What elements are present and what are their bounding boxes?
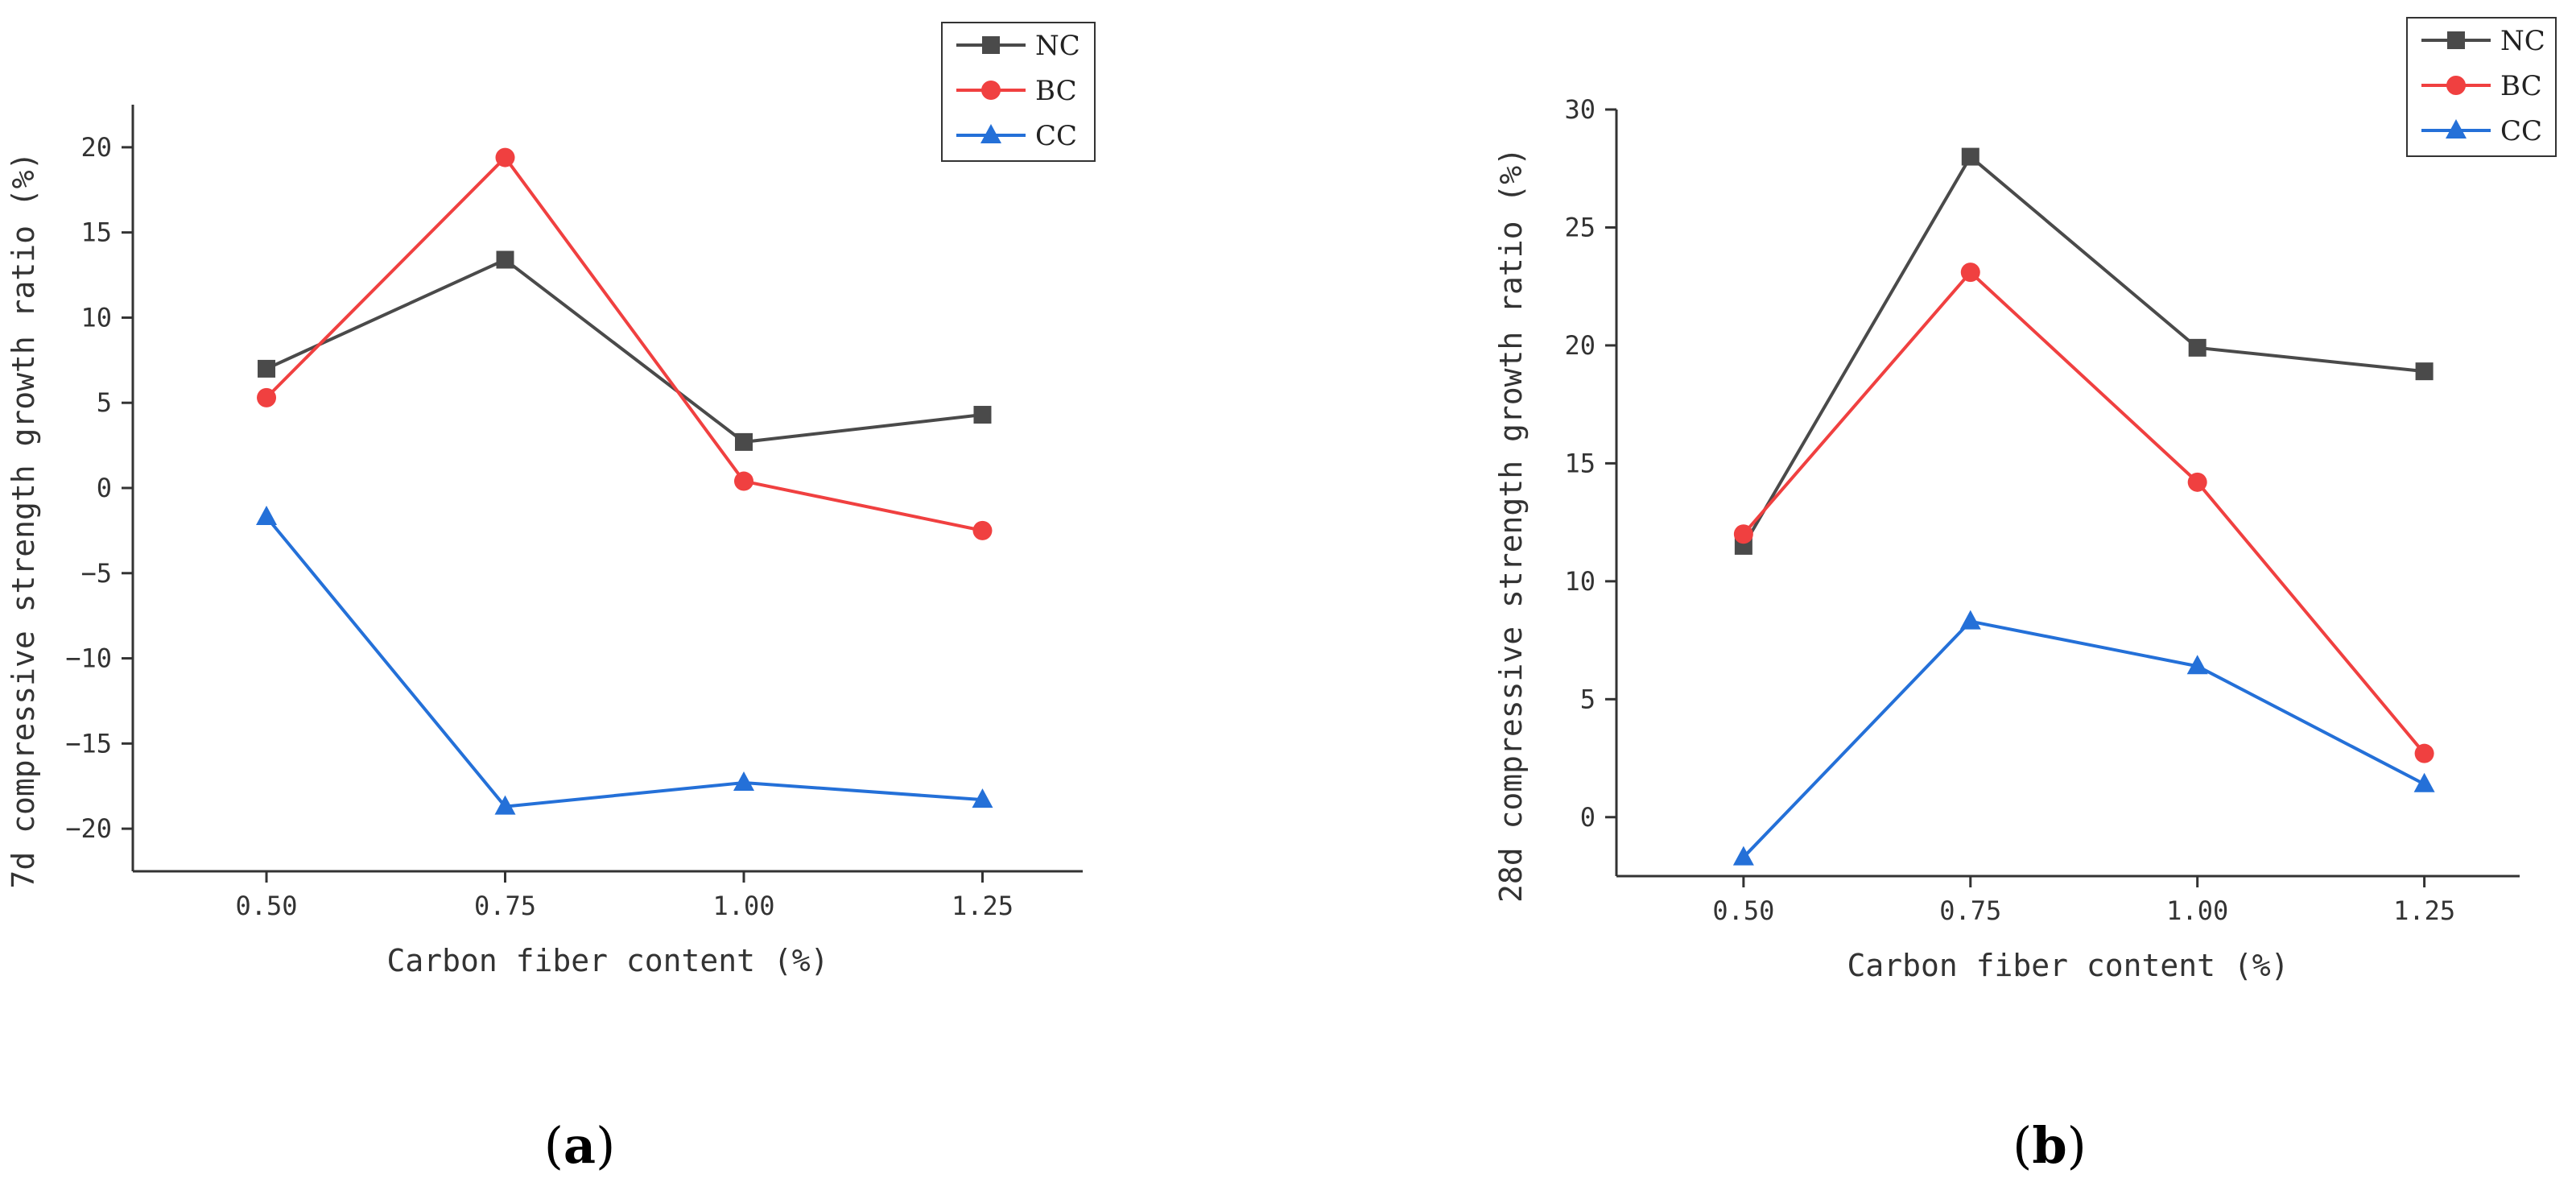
data-point-square	[496, 250, 514, 269]
x-tick-label: 1.00	[712, 891, 774, 921]
series-bc	[1733, 263, 2434, 763]
data-point-square	[2447, 31, 2465, 49]
y-tick-label: 0	[1580, 802, 1596, 833]
series-line-bc	[1742, 270, 2426, 755]
caption-a-close: )	[596, 1116, 615, 1175]
data-point-triangle	[980, 124, 1001, 143]
y-axis-label: 7d compressive strength growth ratio (%)	[6, 151, 41, 888]
legend-label-cc: CC	[1035, 120, 1077, 152]
data-point-circle	[495, 147, 515, 167]
y-tick-label: 5	[1580, 684, 1596, 714]
caption-b-letter: b	[2032, 1116, 2066, 1175]
data-point-triangle	[972, 788, 993, 808]
legend-label-cc: CC	[2500, 115, 2542, 147]
legend-label-bc: BC	[2500, 70, 2542, 102]
data-point-triangle	[2186, 655, 2208, 675]
y-tick-label: 0	[97, 473, 112, 503]
data-point-square	[734, 432, 753, 451]
data-point-circle	[972, 520, 993, 540]
y-tick-label: 20	[80, 132, 112, 163]
series-line-nc	[266, 258, 983, 444]
data-point-circle	[1960, 263, 1980, 283]
data-point-triangle	[494, 795, 516, 815]
x-axis-label: Carbon fiber content (%)	[1847, 948, 2289, 983]
caption-a-letter: a	[564, 1116, 596, 1175]
series-cc	[256, 505, 993, 815]
y-tick-label: 25	[1564, 212, 1596, 242]
y-tick-label: 30	[1564, 94, 1596, 125]
series-cc	[1732, 610, 2435, 866]
y-tick-label: −15	[65, 728, 112, 759]
data-point-circle	[2187, 472, 2207, 492]
legend: NC BC CC	[941, 22, 1096, 162]
data-point-square	[2188, 338, 2207, 357]
series-bc	[257, 147, 993, 540]
y-tick-label: 15	[80, 217, 112, 248]
data-point-circle	[981, 81, 1001, 100]
series-line-bc	[265, 155, 983, 532]
y-tick-label: 10	[80, 302, 112, 333]
data-point-circle	[2446, 76, 2466, 95]
x-tick-label: 1.25	[952, 891, 1013, 921]
data-point-triangle	[1732, 846, 1754, 866]
y-tick-label: −5	[80, 558, 112, 589]
data-point-triangle	[2446, 119, 2467, 139]
x-tick-label: 0.50	[235, 891, 297, 921]
caption-a-open: (	[544, 1116, 564, 1175]
x-tick-label: 0.75	[1939, 895, 2001, 926]
caption-b-close: )	[2067, 1116, 2087, 1175]
legend-label-nc: NC	[2500, 25, 2545, 57]
caption-b-open: (	[2013, 1116, 2032, 1175]
y-tick-label: −20	[65, 813, 112, 844]
legend-label-nc: NC	[1035, 30, 1080, 62]
data-point-triangle	[733, 771, 754, 791]
y-tick-label: 20	[1564, 330, 1596, 361]
data-point-triangle	[1959, 610, 1981, 630]
x-axis-label: Carbon fiber content (%)	[386, 943, 828, 978]
x-tick-label: 0.75	[474, 891, 536, 921]
series-line-cc	[265, 515, 983, 808]
data-point-circle	[257, 387, 277, 407]
data-point-triangle	[256, 505, 278, 525]
caption-b: (b)	[2013, 1116, 2087, 1175]
chart-b: 0 5 10 15 20 25 30 0.50 0.75 1.00 1.25 Carbon fiber…	[1493, 17, 2557, 983]
chart-a: −20 −15 −10 −5 0 5 10 15 20 0.50 0.75 1.00 1.25 Carbo…	[6, 22, 1096, 978]
series-line-cc	[1742, 619, 2425, 858]
y-axis-label: 28d compressive strength growth ratio (%…	[1493, 147, 1529, 903]
caption-a: (a)	[544, 1116, 616, 1175]
x-tick-label: 0.50	[1712, 895, 1774, 926]
y-tick-label: 15	[1564, 448, 1596, 478]
x-tick-label: 1.25	[2393, 895, 2455, 926]
legend: NC BC CC	[2406, 17, 2557, 157]
data-point-square	[973, 406, 992, 424]
data-point-circle	[1733, 524, 1753, 544]
x-tick-label: 1.00	[2166, 895, 2228, 926]
series-line-nc	[1742, 154, 2425, 547]
data-point-square	[2415, 362, 2434, 381]
data-point-square	[258, 359, 276, 378]
data-point-square	[982, 36, 1000, 54]
y-tick-label: 10	[1564, 566, 1596, 597]
data-point-circle	[2414, 743, 2434, 763]
series-nc	[258, 250, 992, 451]
data-point-circle	[733, 471, 753, 491]
legend-label-bc: BC	[1035, 75, 1077, 107]
y-tick-label: −10	[65, 643, 112, 674]
y-tick-label: 5	[97, 387, 112, 418]
series-nc	[1734, 147, 2434, 555]
data-point-triangle	[2413, 772, 2435, 792]
data-point-square	[1961, 147, 1979, 166]
